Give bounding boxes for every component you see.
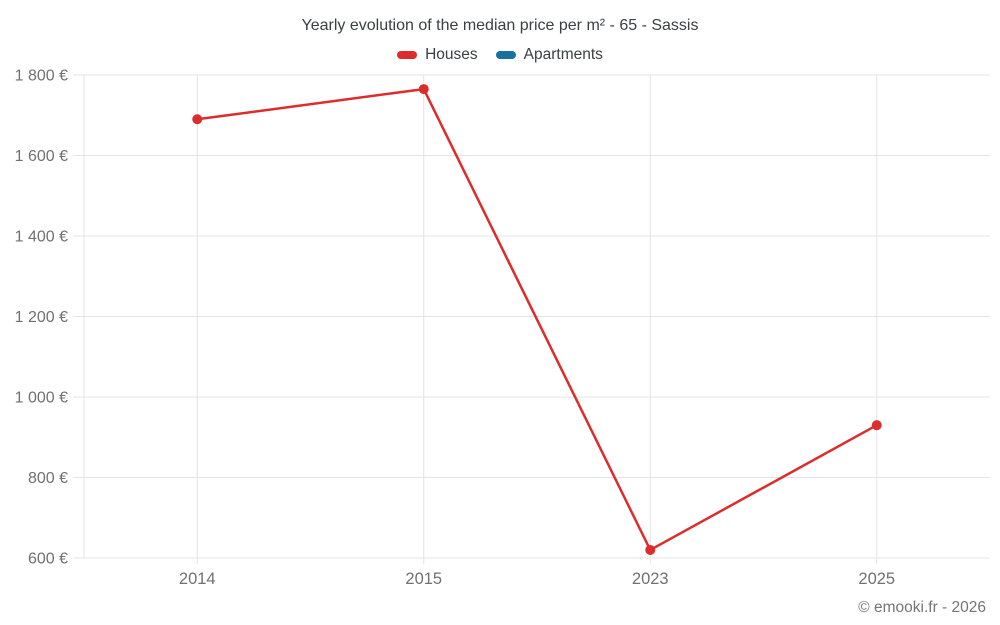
chart-title: Yearly evolution of the median price per… (301, 17, 699, 34)
watermark-attribution: © emooki.fr - 2026 (858, 599, 986, 616)
apartments-color-swatch-icon (495, 51, 516, 59)
y-tick-label: 1 800 € (15, 68, 68, 85)
x-tick-label: 2014 (179, 570, 216, 588)
legend-item-apartments[interactable]: Apartments (495, 46, 603, 64)
houses-color-swatch-icon (397, 51, 418, 59)
y-tick-label: 1 400 € (15, 229, 68, 246)
y-tick-label: 1 000 € (15, 390, 68, 407)
data-point-houses[interactable] (871, 420, 882, 431)
data-point-houses[interactable] (418, 84, 429, 95)
x-tick-label: 2023 (632, 570, 669, 588)
data-point-houses[interactable] (645, 544, 656, 555)
y-tick-label: 800 € (28, 470, 68, 487)
legend-item-houses[interactable]: Houses (397, 46, 478, 64)
chart-legend: Houses Apartments (0, 46, 1000, 64)
x-tick-label: 2025 (858, 570, 895, 588)
legend-label-apartments: Apartments (523, 46, 603, 63)
data-point-houses[interactable] (192, 114, 203, 125)
series-line-houses (197, 87, 878, 552)
y-tick-label: 1 600 € (15, 148, 68, 165)
y-tick-label: 1 200 € (15, 309, 68, 326)
y-tick-label: 600 € (28, 551, 68, 568)
legend-label-houses: Houses (425, 46, 478, 63)
x-tick-label: 2015 (405, 570, 442, 588)
